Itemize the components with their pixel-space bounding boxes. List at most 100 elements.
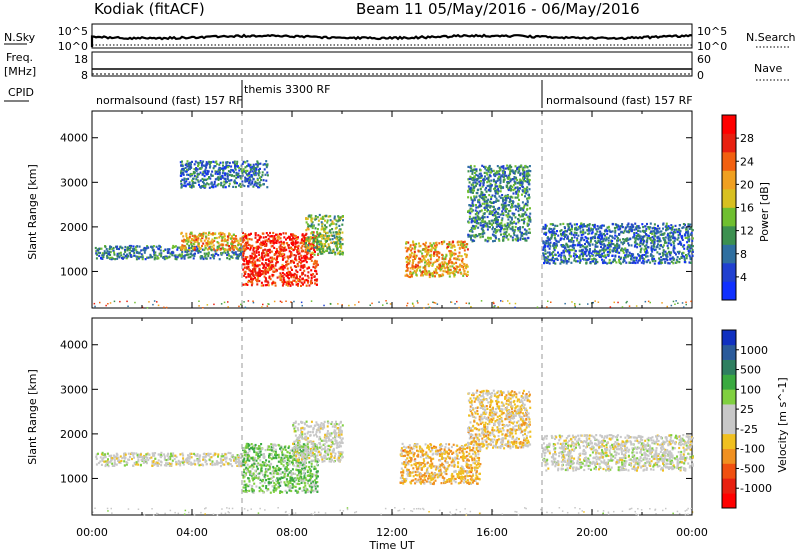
power-cell [243,271,246,274]
power-cell [240,167,242,171]
power-cell [197,237,200,240]
power-cell [285,264,288,267]
power-cell [424,248,427,251]
power-cell [239,182,242,186]
power-cell [215,252,218,255]
power-cell [249,248,252,251]
power-cell [662,227,664,230]
power-cell [592,301,594,304]
freq-unit: [MHz] [4,65,36,78]
power-cell [194,168,197,171]
power-cell [297,282,300,285]
power-cell [517,239,519,242]
power-cell [208,176,210,179]
power-cell [511,218,513,221]
power-cell [667,236,670,239]
power-cell [605,238,608,241]
power-cell [496,230,499,233]
power-cell [413,250,416,253]
power-cell [286,242,289,245]
power-cell [256,258,259,261]
power-cell [279,248,282,251]
power-cell [480,180,482,183]
power-cell [249,275,252,278]
power-cell [517,209,520,213]
power-cell [124,248,126,251]
power-cell [587,241,589,244]
power-cell [527,197,530,200]
power-cell [449,252,452,255]
power-cell [668,262,671,265]
power-cell [606,230,609,233]
power-cell [528,174,531,177]
power-cell [479,196,482,199]
power-cell [493,174,496,177]
power-cell [491,194,494,197]
power-cell [190,252,192,255]
power-cell [247,262,250,265]
power-cell [191,160,193,163]
power-cell [312,233,315,236]
power-cell [261,306,263,308]
power-cell [267,281,270,284]
power-cell [588,223,591,226]
power-cell [517,190,520,193]
power-cell [281,284,284,287]
power-cell [502,208,505,211]
power-cell [288,272,290,275]
power-cell [240,252,243,255]
power-cell [312,243,315,247]
power-cell [560,251,563,255]
power-cell [445,254,448,257]
power-cell [263,255,266,258]
power-cell [668,252,671,255]
power-cell [629,237,632,240]
power-cell [220,184,223,187]
power-cell [184,184,187,187]
power-cell [181,245,184,248]
power-cell [267,234,270,237]
power-cell [651,227,654,230]
power-cell [472,204,474,207]
power-cell [557,251,559,254]
power-cell [649,236,652,240]
power-cell [622,248,625,251]
power-cell [329,219,332,222]
power-cell [680,236,683,239]
power-cell [524,165,527,168]
power-cell [559,230,562,233]
power-cell [553,231,556,234]
power-cell [466,265,469,268]
power-cell [429,306,431,309]
power-cell [100,247,103,250]
power-cell [233,245,236,248]
power-cell [448,250,451,253]
power-cell [408,262,411,265]
power-cell [473,234,476,237]
power-cell [584,258,587,261]
power-cell [632,236,635,239]
power-cell [411,262,414,265]
power-cell [465,302,468,304]
power-cell [548,227,551,230]
power-cell [204,247,207,250]
power-cell [188,164,190,167]
power-cell [461,246,464,249]
power-cell [424,246,427,249]
nsky-label: N.Sky [4,31,36,44]
power-cell [271,264,274,267]
power-cell [265,236,267,239]
power-cell [310,273,313,276]
power-cell [499,169,502,172]
power-cell [690,261,692,264]
power-cell [283,247,286,250]
power-cell [262,272,265,275]
power-cell [574,254,577,257]
power-cell [510,204,513,208]
power-cell [369,304,371,306]
power-cell [683,306,685,308]
power-cell [196,247,199,251]
power-cell [637,226,640,229]
power-cell [484,220,486,223]
power-cell [438,256,441,259]
